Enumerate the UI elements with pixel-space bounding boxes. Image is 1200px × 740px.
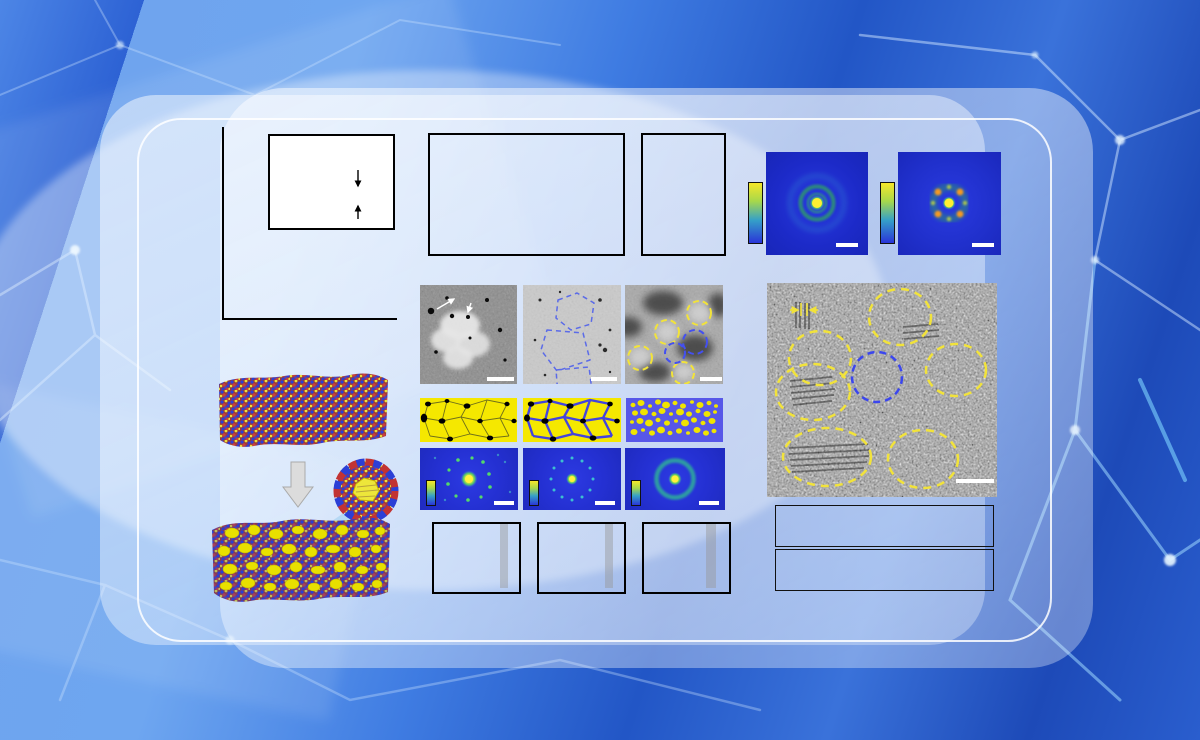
- panel-c-y-axis-label: [408, 140, 422, 250]
- tem-0.9R-scale-bar: [591, 377, 617, 381]
- fft-0R-scale-bar: [494, 501, 514, 505]
- colorbar1-label: [736, 192, 746, 234]
- panel-c-right-box: [641, 133, 726, 256]
- hrtem-scale-bar: [956, 479, 994, 483]
- panel-a-y-axis-label: [183, 190, 198, 300]
- panel-c-peak-020: [525, 198, 534, 222]
- panel-a-axes: [222, 127, 397, 320]
- lattice-fringes: [788, 302, 940, 473]
- fft-image-0R: [420, 448, 518, 510]
- schematic-dots-1.6R: [626, 398, 723, 442]
- panel-c-peak-117: [504, 205, 513, 229]
- panel-g2-profile: [539, 524, 620, 588]
- schematic-network-0R: [420, 398, 517, 442]
- nanocrystal-inset-circle: [333, 458, 399, 524]
- eds-spectrum-1: [776, 506, 991, 544]
- eds2-y-ticks: [762, 552, 773, 582]
- panel-g3-highlight-band: [706, 524, 716, 588]
- crystalline-amorphous-slab: [212, 517, 390, 602]
- disorder-region-circle: [850, 350, 904, 404]
- colorbar2-label: [868, 192, 878, 234]
- fft-image-1.6R: [625, 448, 725, 510]
- panel-a-y-ticks: [200, 162, 216, 322]
- nbed-image-25nm: [766, 152, 868, 255]
- figure-card-outline: [137, 118, 1052, 642]
- nbed-image-3nm: [898, 152, 1001, 255]
- annealing-arrow: [282, 461, 314, 508]
- panel-a-inset-box: [268, 134, 395, 230]
- legend-swatch: [300, 139, 310, 142]
- tem-image-0.9R: [523, 285, 621, 384]
- hrtem-image: [767, 283, 997, 497]
- order-region-circles: [774, 287, 988, 490]
- fft-0R-colorbar: [426, 480, 436, 506]
- panel-g1-profile: [434, 524, 515, 588]
- panel-g2-box: [537, 522, 626, 594]
- nbed-25nm-scale-bar: [836, 243, 858, 247]
- amorphous-slab: [219, 373, 388, 447]
- fft-1.6R-scale-bar: [699, 501, 719, 505]
- eds-box-2: [775, 549, 994, 591]
- fft-0.9R-colorbar: [529, 480, 539, 506]
- fft-0.9R-scale-bar: [595, 501, 615, 505]
- panel-c-right-plot: [643, 135, 720, 250]
- panel-g2-highlight-band: [605, 524, 613, 588]
- tem-1.6R-scale-bar: [700, 377, 722, 381]
- crystallite-dots: [217, 524, 387, 592]
- panel-g3-box: [642, 522, 731, 594]
- panel-g3-profile: [644, 524, 725, 588]
- panel-g1-box: [432, 522, 521, 594]
- eds1-y-ticks: [762, 508, 773, 538]
- tem-image-1.6R: [625, 285, 723, 384]
- panel-a-inset-annotations: [354, 170, 362, 219]
- panel-c-right-y-label: [627, 140, 641, 250]
- panel-j-y-axis-label: [750, 508, 762, 592]
- panel-g1-highlight-band: [500, 524, 508, 588]
- tem-0R-scale-bar: [487, 377, 514, 381]
- colorbar2: [880, 182, 895, 244]
- fft-image-0.9R: [523, 448, 621, 510]
- eds-box-1: [775, 505, 994, 547]
- panel-c-peak-111: [449, 205, 458, 229]
- nbed-3nm-scale-bar: [972, 243, 994, 247]
- panel-c-main-box: [428, 133, 625, 256]
- panel-c-peak-008: [440, 205, 449, 229]
- panel-c-peak-0014: [566, 208, 575, 234]
- legend-swatch: [300, 143, 310, 146]
- eds-spectrum-2: [776, 550, 991, 588]
- panel-c-xrd-plot: [430, 135, 619, 250]
- fft-1.6R-colorbar: [631, 480, 641, 506]
- schematic-network-0.9R: [523, 398, 621, 442]
- panel-g-y-axis-label: [411, 517, 422, 597]
- colorbar1: [748, 182, 763, 244]
- tem-image-0R: [420, 285, 517, 384]
- panel-a-inset-legend: [300, 139, 313, 145]
- grain-outlines: [540, 292, 595, 384]
- panel-b-illustration: [212, 373, 399, 602]
